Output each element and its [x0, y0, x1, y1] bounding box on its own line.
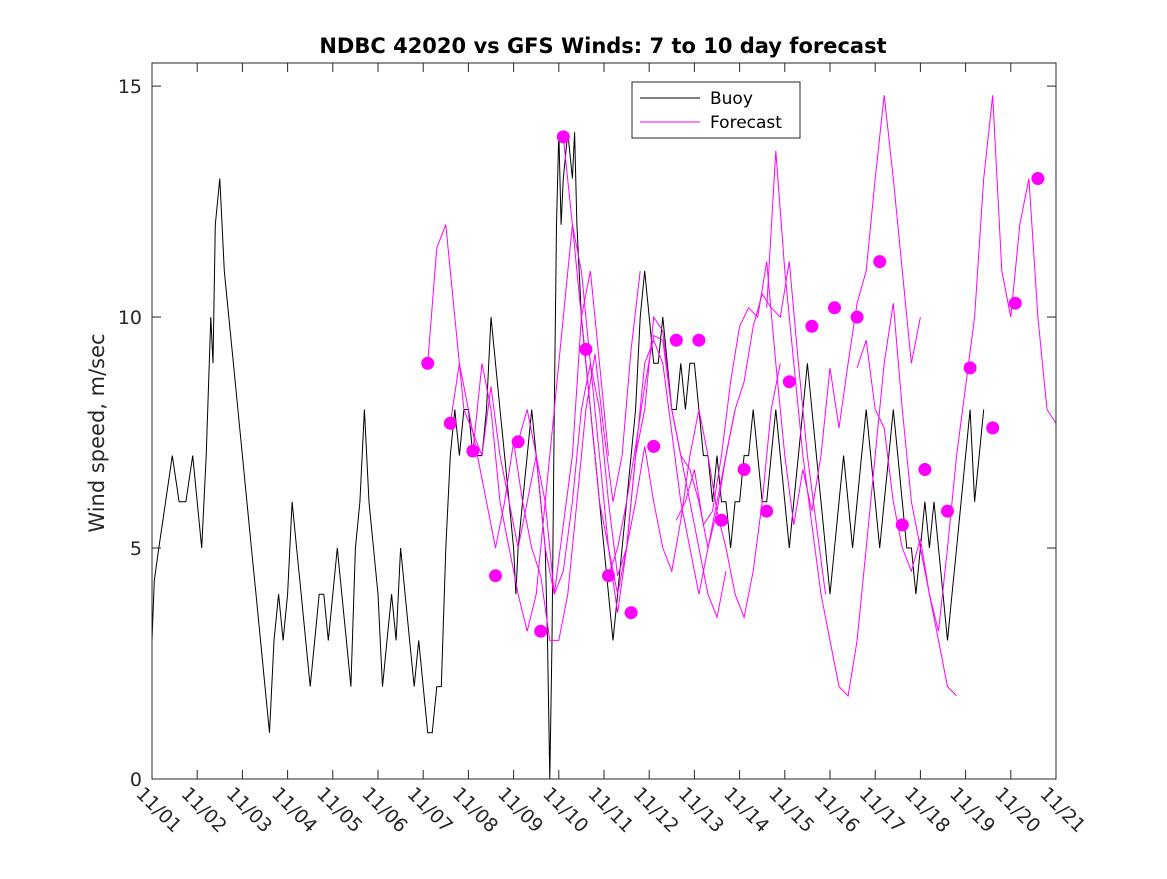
forecast-marker-22: [918, 463, 932, 476]
forecast-marker-12: [692, 333, 706, 347]
forecast-marker-26: [1008, 296, 1022, 310]
forecast-marker-9: [624, 606, 638, 620]
forecast-marker-6: [556, 130, 570, 144]
chart-title: NDBC 42020 vs GFS Winds: 7 to 10 day for…: [319, 34, 886, 58]
series-line-forecast-5: [608, 261, 826, 595]
x-tick-label: 11/07: [403, 783, 457, 837]
legend: Buoy Forecast: [631, 81, 801, 139]
y-axis-label: Wind speed, m/sec: [85, 333, 109, 532]
legend-box: [631, 81, 801, 139]
forecast-marker-5: [534, 624, 548, 638]
forecast-marker-7: [579, 342, 593, 356]
x-tick-label: 11/15: [764, 783, 818, 837]
forecast-marker-8: [602, 569, 615, 583]
series-line-buoy: [151, 132, 985, 780]
series-line-forecast-1: [449, 270, 641, 641]
forecast-marker-27: [1031, 172, 1045, 185]
forecast-marker-10: [647, 439, 661, 453]
plot-area-frame: [151, 62, 1057, 780]
series-layer: [151, 95, 1057, 780]
x-tick-label: 11/08: [448, 783, 502, 837]
x-tick-label: 11/04: [267, 783, 321, 837]
x-tick-label: 11/10: [538, 783, 592, 837]
forecast-marker-15: [760, 504, 774, 518]
forecast-marker-21: [895, 518, 909, 532]
y-tick-label: 5: [130, 538, 142, 560]
x-tick-label: 11/16: [809, 783, 863, 837]
legend-label-forecast: Forecast: [710, 113, 782, 133]
x-tick-label: 11/12: [629, 783, 683, 837]
forecast-marker-4: [511, 435, 525, 449]
forecast-marker-20: [873, 255, 887, 269]
x-tick-label: 11/18: [900, 783, 954, 837]
x-tick-label: 11/19: [945, 783, 999, 837]
forecast-marker-24: [963, 361, 977, 375]
x-tick-label: 11/14: [719, 783, 773, 837]
x-tick-label: 11/01: [131, 783, 185, 837]
series-line-forecast-6: [675, 95, 921, 527]
x-tick-label: 11/21: [1035, 783, 1089, 837]
forecast-marker-3: [489, 569, 502, 583]
series-line-forecast-4: [562, 136, 781, 620]
forecast-marker-23: [941, 504, 954, 518]
series-line-forecast-3: [517, 338, 736, 595]
legend-label-buoy: Buoy: [710, 89, 753, 109]
forecast-marker-25: [986, 421, 1000, 435]
series-line-forecast-2: [472, 224, 727, 632]
x-tick-label: 11/20: [990, 783, 1044, 837]
forecast-marker-2: [466, 444, 480, 458]
x-tick-label: 11/06: [357, 783, 411, 837]
series-line-forecast-8: [856, 95, 1057, 632]
y-tick-label: 15: [118, 76, 142, 98]
forecast-marker-0: [421, 356, 435, 370]
series-line-forecast-7: [766, 150, 957, 697]
forecast-marker-17: [805, 319, 819, 333]
x-tick-label: 11/03: [222, 783, 276, 837]
x-tick-label: 11/05: [312, 783, 366, 837]
x-tick-label: 11/09: [493, 783, 547, 837]
forecast-marker-16: [782, 375, 796, 389]
forecast-marker-13: [715, 513, 728, 527]
forecast-marker-19: [850, 310, 864, 324]
forecast-marker-14: [737, 463, 751, 476]
y-tick-label: 0: [130, 769, 142, 791]
x-tick-label: 11/13: [674, 783, 728, 837]
x-tick-label: 11/02: [177, 783, 231, 837]
forecast-marker-18: [828, 301, 841, 315]
series-line-forecast-0: [427, 224, 609, 595]
forecast-marker-1: [443, 416, 457, 430]
x-tick-label: 11/17: [855, 783, 909, 837]
y-tick-label: 10: [118, 307, 142, 329]
forecast-marker-11: [669, 333, 683, 347]
x-tick-label: 11/11: [583, 783, 637, 837]
